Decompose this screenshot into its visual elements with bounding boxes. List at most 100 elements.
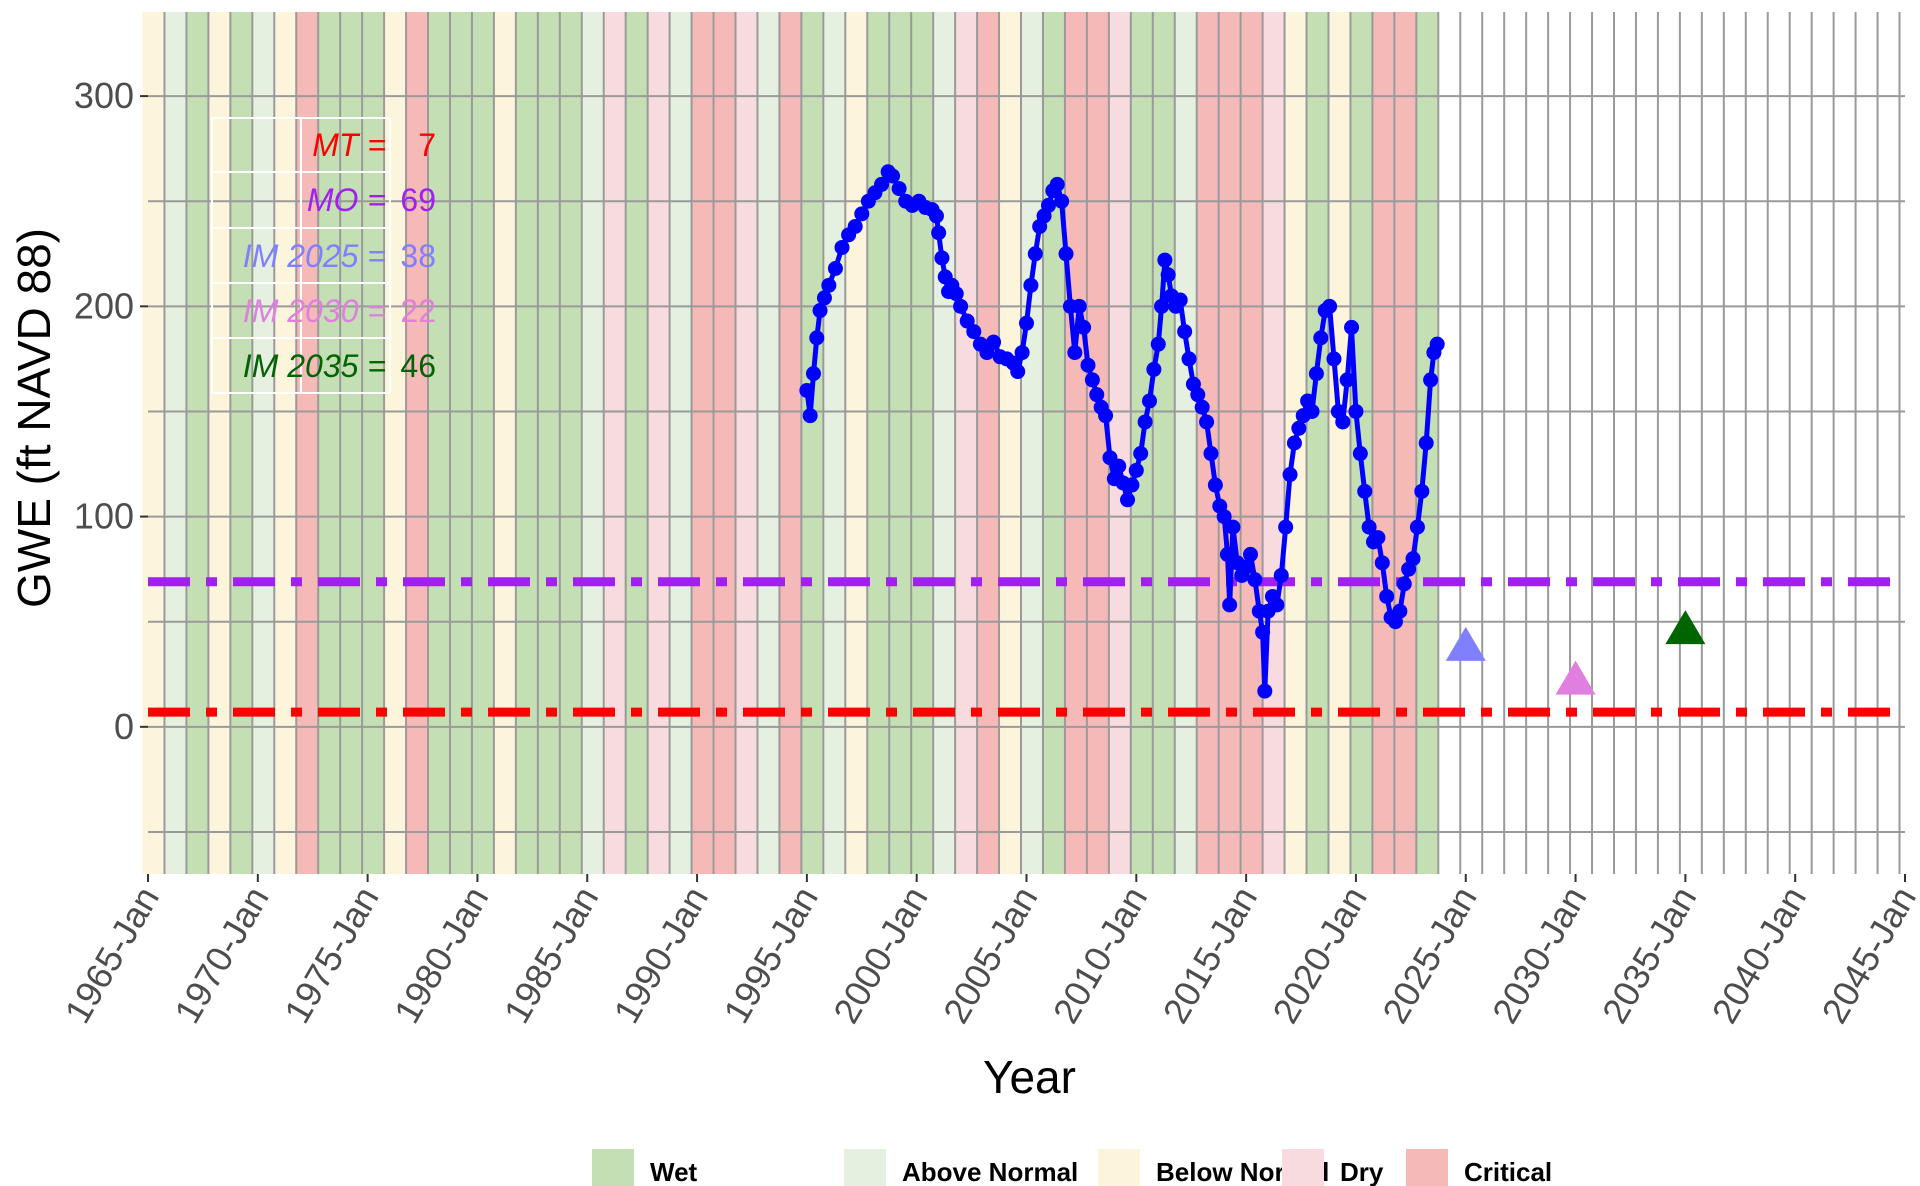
- water-year-band: [669, 12, 692, 874]
- y-tick-label: 200: [74, 285, 134, 326]
- water-year-band: [142, 12, 165, 874]
- gwe-point: [1207, 477, 1223, 493]
- water-year-band: [449, 12, 472, 874]
- water-year-band: [1240, 12, 1263, 874]
- gwe-point: [1067, 345, 1083, 361]
- legend-label: Critical: [1464, 1157, 1552, 1186]
- gwe-point: [885, 168, 901, 184]
- grid-lines: [148, 12, 1905, 874]
- annotation-value: 46: [400, 348, 436, 384]
- gwe-point: [1154, 298, 1170, 314]
- water-year-band: [955, 12, 978, 874]
- water-year-band: [406, 12, 429, 874]
- gwe-point: [1352, 446, 1368, 462]
- water-year-band: [515, 12, 538, 874]
- water-year-band: [867, 12, 890, 874]
- water-year-band: [977, 12, 1000, 874]
- gwe-point: [1194, 399, 1210, 415]
- annotation-value: 38: [400, 238, 436, 274]
- x-tick-label: 1975-Jan: [276, 880, 387, 1031]
- gwe-point: [1291, 420, 1307, 436]
- water-year-band: [691, 12, 714, 874]
- gwe-point: [1225, 519, 1241, 535]
- gwe-point: [953, 298, 969, 314]
- annotation-value: 7: [418, 127, 436, 163]
- gwe-point: [1054, 193, 1070, 209]
- gwe-point: [1160, 267, 1176, 283]
- gwe-point: [1216, 509, 1232, 525]
- gwe-point: [1423, 372, 1439, 388]
- milestone-marker: [1445, 626, 1486, 661]
- water-year-band: [911, 12, 934, 874]
- gwe-point: [1322, 298, 1338, 314]
- water-year-band: [493, 12, 516, 874]
- gwe-point: [1326, 351, 1342, 367]
- gwe-point: [1019, 315, 1034, 331]
- gwe-series: [799, 164, 1445, 699]
- gwe-point: [1370, 530, 1386, 546]
- gwe-point: [1203, 446, 1219, 462]
- water-year-band: [1086, 12, 1109, 874]
- water-year-band: [274, 12, 297, 874]
- gwe-point: [928, 208, 944, 224]
- water-year-band: [779, 12, 802, 874]
- x-tick-label: 2020-Jan: [1264, 880, 1375, 1031]
- gwe-point: [816, 290, 832, 306]
- gwe-point: [966, 324, 982, 340]
- gwe-point: [1361, 519, 1377, 535]
- annotation-label: MT =: [312, 127, 386, 163]
- gwe-point: [1313, 330, 1329, 346]
- gwe-point: [1040, 197, 1056, 213]
- annotation-value: 69: [400, 182, 436, 218]
- water-year-band: [537, 12, 560, 874]
- gwe-point: [1222, 597, 1238, 613]
- water-year-band: [1262, 12, 1285, 874]
- gwe-point: [1247, 572, 1263, 588]
- water-year-band: [647, 12, 670, 874]
- water-year-bands: [142, 12, 1905, 874]
- gwe-point: [986, 334, 1002, 350]
- gwe-point: [1339, 372, 1355, 388]
- gwe-point: [1023, 277, 1039, 293]
- y-tick-label: 300: [74, 75, 134, 116]
- water-year-band: [559, 12, 582, 874]
- gwe-point: [934, 250, 950, 266]
- gwe-point: [821, 277, 837, 293]
- x-tick-label: 1965-Jan: [56, 880, 167, 1031]
- y-axis-title: GWE (ft NAVD 88): [8, 228, 60, 608]
- gwe-point: [1080, 357, 1096, 373]
- legend-label: Wet: [650, 1157, 698, 1186]
- gwe-point: [1190, 387, 1206, 403]
- water-year-band: [801, 12, 824, 874]
- gwe-point: [1219, 546, 1235, 562]
- gwe-point: [1304, 403, 1320, 419]
- gwe-point: [834, 239, 850, 255]
- legend-key: [592, 1149, 634, 1186]
- gwe-point: [891, 181, 907, 197]
- gwe-point: [1137, 414, 1153, 430]
- gwe-point: [1071, 298, 1087, 314]
- gwe-point: [1141, 393, 1157, 409]
- gwe-point: [1278, 519, 1294, 535]
- gwe-point: [827, 260, 843, 276]
- water-year-band: [625, 12, 648, 874]
- x-tick-label: 2045-Jan: [1813, 880, 1920, 1031]
- threshold-lines: [148, 577, 1905, 717]
- gwe-point: [1010, 364, 1026, 380]
- gwe-point: [1396, 576, 1412, 592]
- gwe-point: [1308, 366, 1324, 382]
- y-tick-label: 100: [74, 496, 134, 537]
- gwe-point: [799, 382, 815, 398]
- x-tick-label: 1995-Jan: [715, 880, 826, 1031]
- gwe-point: [1157, 252, 1173, 268]
- gwe-point: [1255, 624, 1271, 640]
- legend: Wet Above Normal Below Normal Dry Critical: [592, 1149, 1552, 1186]
- water-year-band: [999, 12, 1022, 874]
- annotation-label: IM 2035 =: [243, 348, 386, 384]
- milestone-marker: [1665, 610, 1706, 645]
- water-year-band: [735, 12, 758, 874]
- water-year-band: [603, 12, 626, 874]
- water-year-band: [845, 12, 868, 874]
- water-year-band: [1306, 12, 1329, 874]
- gwe-point: [847, 218, 863, 234]
